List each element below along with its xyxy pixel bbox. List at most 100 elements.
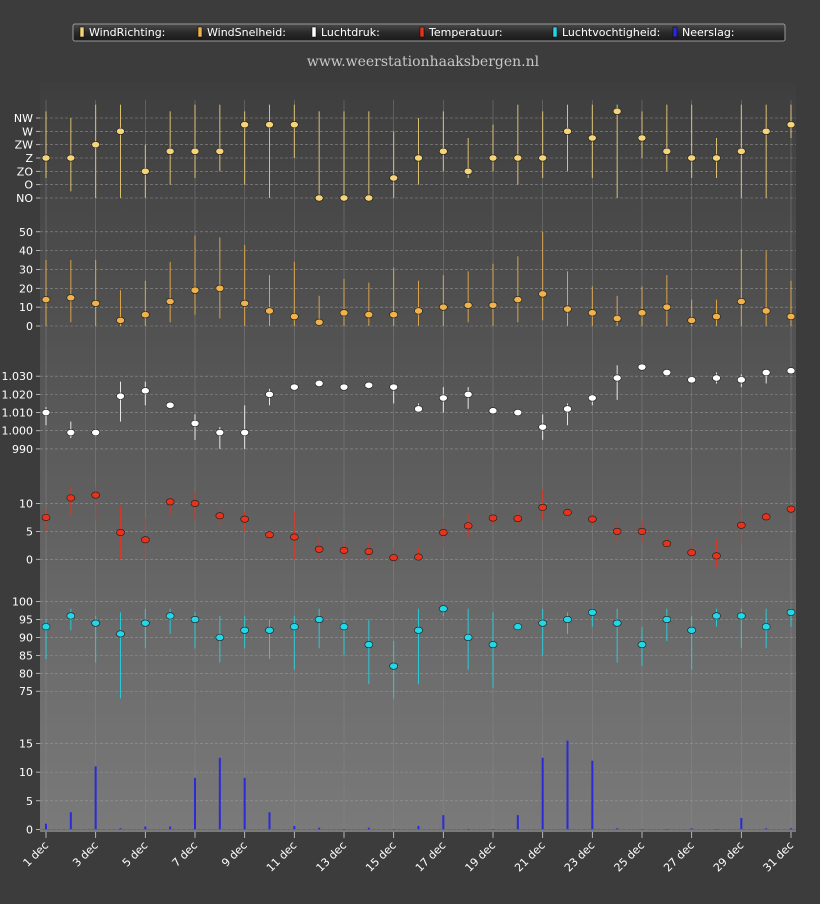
data-point	[439, 147, 448, 155]
data-point	[786, 608, 796, 616]
legend-box	[72, 23, 786, 42]
data-point	[687, 549, 696, 557]
data-point	[612, 107, 622, 115]
legend-swatch	[672, 26, 678, 38]
data-point	[364, 381, 374, 389]
data-point	[165, 147, 175, 155]
data-point	[612, 374, 622, 382]
data-point	[761, 369, 771, 377]
data-point	[66, 154, 76, 162]
data-point	[612, 314, 622, 322]
data-point	[786, 367, 796, 375]
data-point	[116, 529, 125, 537]
data-point	[339, 623, 349, 631]
data-point	[588, 309, 597, 317]
precip-bar	[318, 827, 321, 830]
data-point	[141, 387, 150, 395]
legend-swatch	[419, 26, 425, 38]
precip-bar	[69, 812, 72, 830]
precip-bar	[616, 828, 619, 830]
site-title: www.weerstationhaaksbergen.nl	[307, 54, 540, 70]
data-point	[588, 515, 597, 523]
data-point	[190, 286, 200, 294]
data-point	[364, 641, 374, 649]
series-temperatuur	[41, 486, 796, 568]
data-point	[240, 429, 249, 437]
data-point	[290, 313, 299, 321]
data-point	[737, 376, 746, 384]
legend-item-windrichting: WindRichting:	[79, 26, 165, 39]
data-point	[314, 379, 324, 387]
data-point	[513, 623, 523, 631]
wind-direction-tick: NW	[14, 112, 33, 125]
data-point	[265, 390, 274, 398]
data-point	[240, 121, 249, 129]
data-point	[165, 401, 175, 409]
series-windrichting	[41, 104, 796, 202]
precip-bar	[690, 828, 693, 830]
temperatuur-tick: 5	[26, 525, 33, 538]
data-point	[513, 409, 523, 417]
data-point	[786, 505, 796, 513]
series-neerslag	[40, 740, 796, 830]
data-point	[389, 383, 398, 391]
data-point	[215, 429, 225, 437]
data-point	[91, 429, 100, 437]
data-point	[116, 316, 125, 324]
windsnelheid-tick: 30	[19, 263, 33, 276]
data-point	[364, 547, 374, 555]
precip-bar	[194, 777, 196, 830]
data-point	[712, 612, 721, 620]
legend-label: WindRichting:	[89, 26, 165, 39]
series-windsnelheid	[41, 231, 796, 326]
data-point	[687, 626, 696, 634]
data-point	[588, 608, 597, 616]
luchtvochtigheid-tick: 75	[19, 685, 33, 698]
data-point	[314, 318, 324, 326]
data-point	[463, 167, 473, 175]
data-point	[41, 409, 51, 417]
precip-bar	[367, 827, 370, 830]
wind-direction-tick: W	[22, 125, 33, 138]
data-point	[190, 147, 200, 155]
precip-bar	[218, 757, 221, 830]
data-point	[488, 407, 498, 415]
data-point	[488, 154, 498, 162]
data-point	[265, 626, 274, 634]
data-point	[737, 147, 746, 155]
data-point	[66, 294, 76, 302]
data-point	[761, 127, 771, 135]
panels	[40, 104, 796, 830]
data-point	[761, 623, 771, 631]
data-point	[190, 419, 200, 427]
data-point	[563, 405, 572, 413]
data-point	[141, 167, 150, 175]
data-point	[637, 641, 647, 649]
data-point	[637, 363, 647, 371]
data-point	[588, 394, 597, 402]
legend-label: WindSnelheid:	[207, 26, 286, 39]
data-point	[265, 307, 274, 315]
data-point	[290, 121, 299, 129]
neerslag-tick: 0	[26, 823, 33, 836]
data-point	[141, 536, 150, 544]
data-point	[712, 313, 721, 321]
data-point	[414, 154, 423, 162]
legend-item-windsnelheid: WindSnelheid:	[197, 26, 286, 39]
data-point	[314, 616, 324, 624]
temperatuur-tick: 10	[19, 498, 33, 511]
data-point	[165, 612, 175, 620]
data-point	[612, 527, 622, 535]
luchtdruk-tick: 1.010	[2, 407, 34, 420]
data-point	[364, 311, 374, 319]
data-point	[314, 545, 324, 553]
neerslag-tick: 10	[19, 766, 33, 779]
wind-direction-tick: Z	[25, 152, 33, 165]
wind-direction-tick: ZW	[15, 139, 34, 152]
data-point	[116, 127, 125, 135]
data-point	[662, 303, 672, 311]
data-point	[414, 626, 423, 634]
data-point	[538, 423, 547, 431]
data-point	[439, 529, 448, 537]
windsnelheid-tick: 40	[19, 245, 33, 258]
